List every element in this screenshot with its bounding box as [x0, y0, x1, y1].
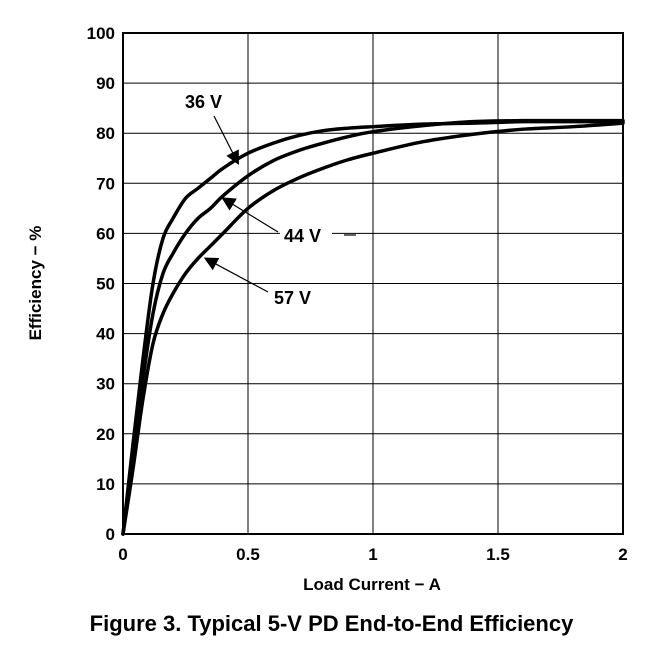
x-tick-label: 2 [618, 545, 627, 564]
annotation-arrow [221, 197, 279, 233]
series-line [121, 121, 625, 536]
y-tick-label: 80 [96, 124, 115, 143]
y-tick-label: 40 [96, 325, 115, 344]
y-tick-label: 60 [96, 224, 115, 243]
x-tick-label: 0 [118, 545, 127, 564]
y-tick-label: 50 [96, 275, 115, 294]
series-label: 36 V [185, 92, 222, 112]
y-axis-label: Efficiency − % [26, 226, 45, 341]
tick-labels: 0 10 20 30 40 50 60 70 80 90 100 0 0.5 1 1.5 2 [87, 24, 628, 564]
series-label: 44 V [284, 226, 321, 246]
annotation-label-bg [270, 287, 322, 309]
x-tick-label: 1.5 [486, 545, 510, 564]
y-tick-label: 0 [106, 525, 115, 544]
series-label: 57 V [274, 288, 311, 308]
x-tick-label: 0.5 [236, 545, 260, 564]
y-tick-label: 10 [96, 475, 115, 494]
efficiency-chart: 0 10 20 30 40 50 60 70 80 90 100 0 0.5 1 1.5 2 36 V 44 V… [26, 24, 628, 594]
plot-frame [122, 32, 624, 535]
x-tick-label: 1 [368, 545, 377, 564]
y-tick-label: 100 [87, 24, 115, 43]
series-line [121, 118, 625, 536]
x-axis-label: Load Current − A [303, 575, 441, 594]
annotation-arrow [203, 257, 269, 293]
annotation-label-bg [280, 225, 332, 247]
y-tick-label: 70 [96, 174, 115, 193]
y-tick-label: 20 [96, 425, 115, 444]
series-annotations: 36 V 44 V 57 V [181, 91, 356, 309]
series-lines [121, 118, 625, 536]
annotation-label-bg [181, 91, 233, 113]
figure-caption: Figure 3. Typical 5-V PD End-to-End Effi… [89, 611, 574, 636]
y-tick-label: 90 [96, 74, 115, 93]
y-tick-label: 30 [96, 375, 115, 394]
annotation-arrow [213, 115, 239, 166]
